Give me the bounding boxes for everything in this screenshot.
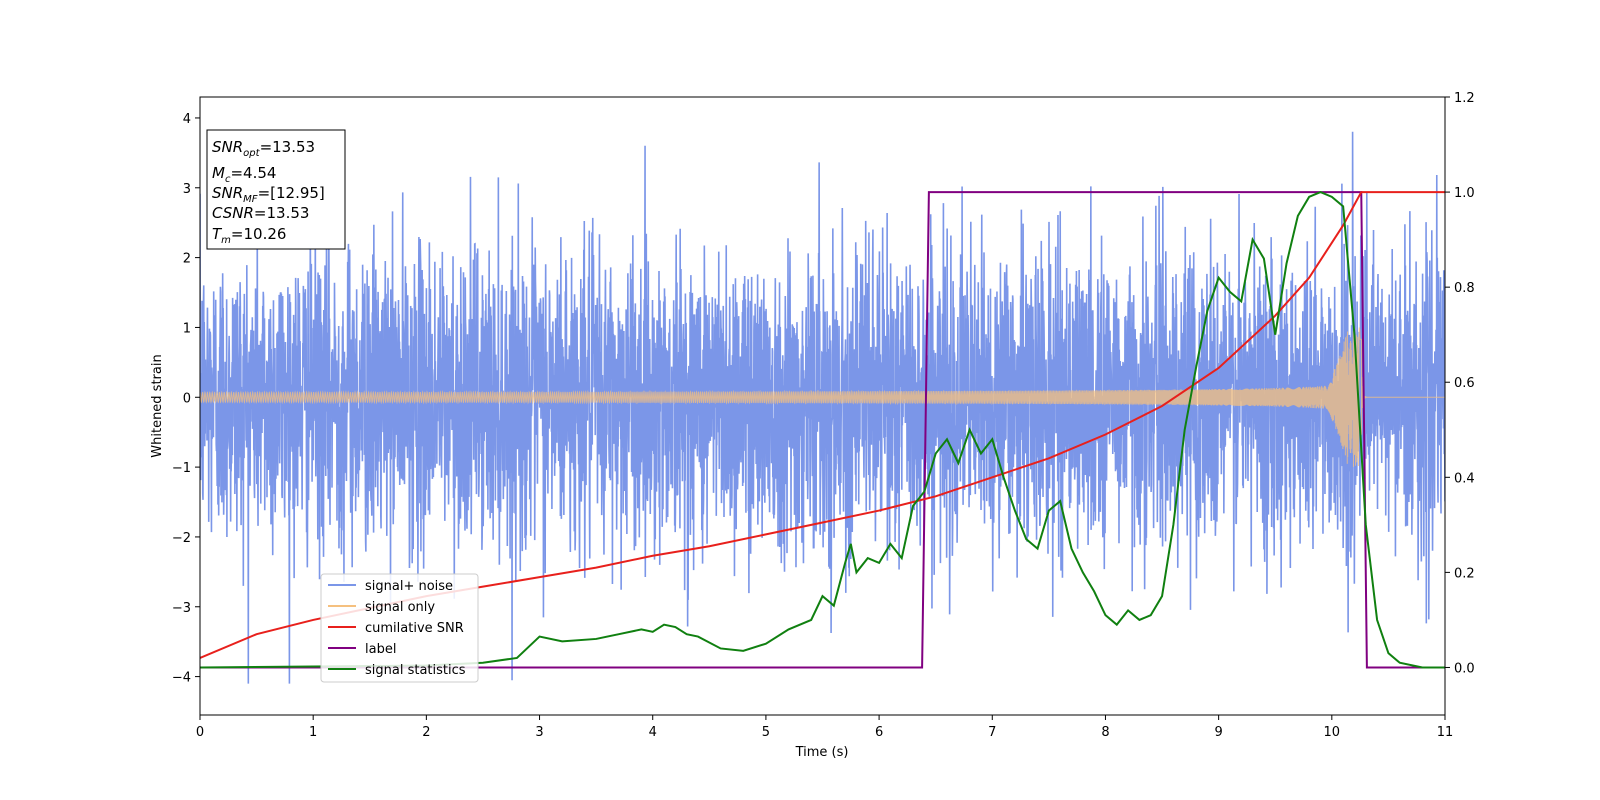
label-line [200, 191, 1445, 669]
x-tick-label: 10 [1324, 725, 1341, 740]
y-left-tick-label: 0 [183, 391, 191, 406]
y-left-tick-label: 2 [183, 252, 191, 267]
svg-text:cumilative SNR: cumilative SNR [365, 621, 464, 636]
legend-item-cumulative-snr: cumilative SNR [328, 621, 464, 636]
svg-text:CSNR=13.53: CSNR=13.53 [212, 204, 309, 222]
svg-text:SNRMF=[12.95]: SNRMF=[12.95] [212, 184, 325, 205]
y-right-tick-label: 0.6 [1454, 376, 1475, 391]
y-left-tick-label: −1 [172, 461, 191, 476]
x-tick-label: 11 [1437, 725, 1454, 740]
y-left-tick-label: 3 [183, 182, 191, 197]
svg-text:signal statistics: signal statistics [365, 663, 466, 678]
legend-item-signal-only: signal only [328, 600, 435, 615]
y-right-tick-label: 1.0 [1454, 186, 1475, 201]
signal-statistics-line [200, 190, 1445, 669]
signal-plus-noise-line [200, 131, 1445, 684]
svg-text:Tm=10.26: Tm=10.26 [212, 225, 286, 246]
x-tick-label: 9 [1214, 725, 1222, 740]
left-y-axis-ticks: −4 −3 −2 −1 0 1 2 3 4 [172, 112, 200, 686]
y-right-tick-label: 0.4 [1454, 471, 1475, 486]
y-left-tick-label: 4 [183, 112, 191, 127]
x-axis-ticks: 0 1 2 3 4 5 6 7 8 9 10 11 [196, 715, 1453, 740]
svg-text:Mc=4.54: Mc=4.54 [212, 164, 276, 185]
plot-frame [199, 96, 1446, 716]
x-tick-label: 0 [196, 725, 204, 740]
x-tick-label: 7 [988, 725, 996, 740]
y-right-tick-label: 0.0 [1454, 661, 1475, 676]
y-axis-label: Whitened strain [150, 354, 165, 457]
y-left-tick-label: 1 [183, 321, 191, 336]
y-right-tick-label: 1.2 [1454, 91, 1475, 106]
x-tick-label: 2 [422, 725, 430, 740]
x-tick-label: 1 [309, 725, 317, 740]
svg-text:label: label [365, 642, 396, 657]
stats-box: SNRopt=13.53 Mc=4.54 SNRMF=[12.95] CSNR=… [206, 129, 346, 250]
y-left-tick-label: −2 [172, 531, 191, 546]
x-tick-label: 3 [535, 725, 543, 740]
svg-text:signal+ noise: signal+ noise [365, 579, 453, 594]
y-right-tick-label: 0.2 [1454, 566, 1475, 581]
legend-item-label: label [328, 642, 396, 657]
y-left-tick-label: −3 [172, 601, 191, 616]
x-tick-label: 5 [762, 725, 770, 740]
svg-text:signal only: signal only [365, 600, 435, 615]
legend-item-signal-statistics: signal statistics [328, 663, 466, 678]
y-left-tick-label: −4 [172, 671, 191, 686]
legend-item-signal-plus-noise: signal+ noise [328, 579, 453, 594]
x-axis-label: Time (s) [795, 745, 849, 760]
signal-only-line [200, 327, 1445, 467]
svg-text:SNRopt=13.53: SNRopt=13.53 [212, 138, 315, 159]
x-tick-label: 6 [875, 725, 883, 740]
x-tick-label: 4 [649, 725, 657, 740]
y-right-tick-label: 0.8 [1454, 281, 1475, 296]
legend: signal+ noise signal only cumilative SNR… [320, 573, 479, 683]
right-y-axis-ticks: 0.0 0.2 0.4 0.6 0.8 1.0 1.2 [1445, 91, 1475, 676]
x-tick-label: 8 [1101, 725, 1109, 740]
